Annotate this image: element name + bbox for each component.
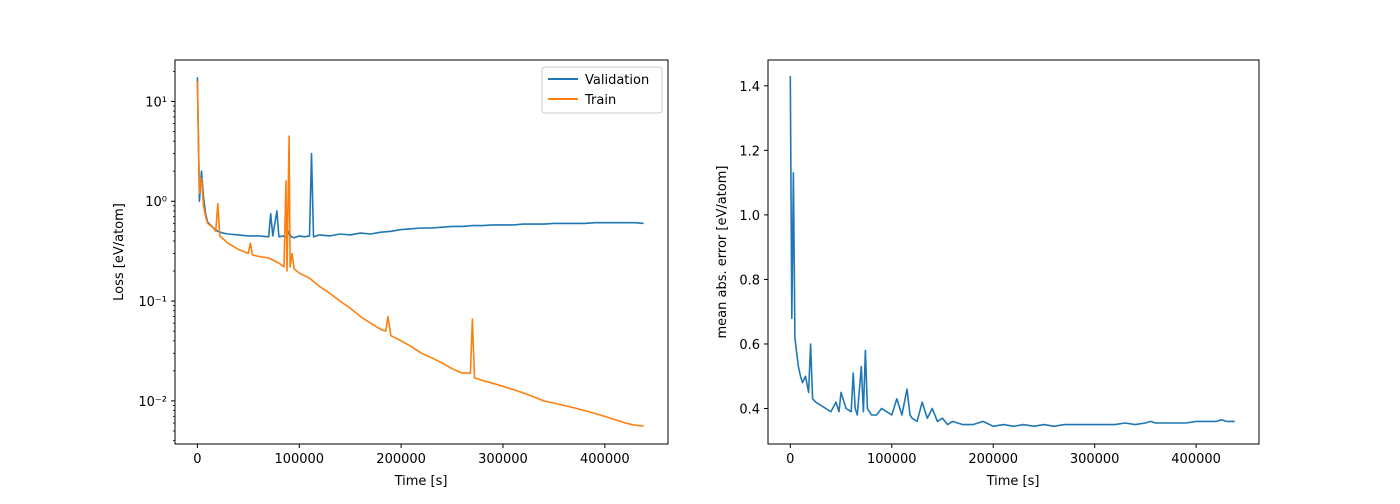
loss-plot-area (196, 77, 644, 427)
loss-x-tick-label: 200000 (376, 452, 426, 467)
loss-y-tick-label: 10¹ (145, 95, 167, 110)
legend-label-train: Train (584, 93, 616, 108)
mae-y-axis-label: mean abs. error [eV/atom] (715, 166, 730, 339)
mae-y-tick: 0.8 (739, 273, 768, 288)
mae-y-tick-label: 0.6 (739, 338, 760, 353)
loss-x-axis-label: Time [s] (394, 474, 448, 489)
mae-x-tick: 100000 (867, 444, 917, 467)
mae-x-axis-label: Time [s] (986, 474, 1040, 489)
mae-y-tick: 0.6 (739, 338, 768, 353)
mae-x-tick-label: 0 (786, 452, 794, 467)
mae-x-tick-label: 200000 (968, 452, 1018, 467)
loss-x-tick-label: 300000 (478, 452, 528, 467)
mae-axes-frame (767, 59, 1260, 445)
mae-y-tick: 1.0 (739, 209, 768, 224)
loss-x-tick: 0 (193, 444, 202, 467)
loss-x-tick: 300000 (478, 444, 528, 467)
mae-chart-panel: 0 100000 200000 300000 400000 0.4 0.6 0.8 1.0 1.… (715, 59, 1260, 489)
mae-y-tick-label: 1.2 (739, 144, 760, 159)
mae-y-tick-label: 0.8 (739, 273, 760, 288)
loss-series-line-train (196, 80, 644, 427)
loss-series-line-validation (196, 77, 644, 239)
loss-x-tick-label: 100000 (274, 452, 324, 467)
loss-x-tick: 200000 (376, 444, 426, 467)
legend-label-validation: Validation (585, 73, 649, 88)
mae-y-tick: 1.2 (739, 144, 768, 159)
loss-x-tick: 400000 (580, 444, 630, 467)
loss-x-tick-label: 0 (193, 452, 201, 467)
loss-y-tick: 10⁻² (138, 395, 175, 410)
loss-x-tick: 100000 (274, 444, 324, 467)
loss-y-tick-label: 10⁻² (138, 395, 167, 410)
mae-y-ticks: 0.4 0.6 0.8 1.0 1.2 1.4 (739, 80, 768, 418)
mae-x-tick-label: 300000 (1070, 452, 1120, 467)
mae-x-tick-label: 100000 (867, 452, 917, 467)
loss-y-tick: 10⁻¹ (138, 295, 175, 310)
loss-chart-panel: 0 100000 200000 300000 400000 10⁻² 10⁻¹ 10⁰ 10¹… (112, 59, 669, 489)
loss-y-axis-label: Loss [eV/atom] (112, 203, 127, 301)
loss-y-ticks: 10⁻² 10⁻¹ 10⁰ 10¹ (138, 70, 175, 442)
mae-x-tick: 300000 (1070, 444, 1120, 467)
mae-y-tick-label: 0.4 (739, 403, 760, 418)
loss-axes-frame (174, 59, 669, 445)
mae-y-tick: 1.4 (739, 80, 768, 95)
mae-plot-area (789, 76, 1235, 428)
mae-x-tick-label: 400000 (1171, 452, 1221, 467)
mae-x-ticks: 0 100000 200000 300000 400000 (786, 444, 1221, 467)
mae-y-tick-label: 1.4 (739, 80, 760, 95)
loss-x-tick-label: 400000 (580, 452, 630, 467)
mae-y-tick-label: 1.0 (739, 209, 760, 224)
mae-x-tick: 0 (786, 444, 794, 467)
mae-x-tick: 400000 (1171, 444, 1221, 467)
mae-series-line-mae (789, 76, 1235, 428)
loss-legend: Validation Train (541, 66, 663, 114)
loss-y-tick: 10¹ (145, 95, 175, 110)
loss-y-tick: 10⁰ (145, 195, 175, 210)
mae-x-tick: 200000 (968, 444, 1018, 467)
loss-x-ticks: 0 100000 200000 300000 400000 (193, 444, 630, 467)
loss-y-tick-label: 10⁰ (145, 195, 167, 210)
loss-y-tick-label: 10⁻¹ (138, 295, 167, 310)
mae-y-tick: 0.4 (739, 403, 768, 418)
